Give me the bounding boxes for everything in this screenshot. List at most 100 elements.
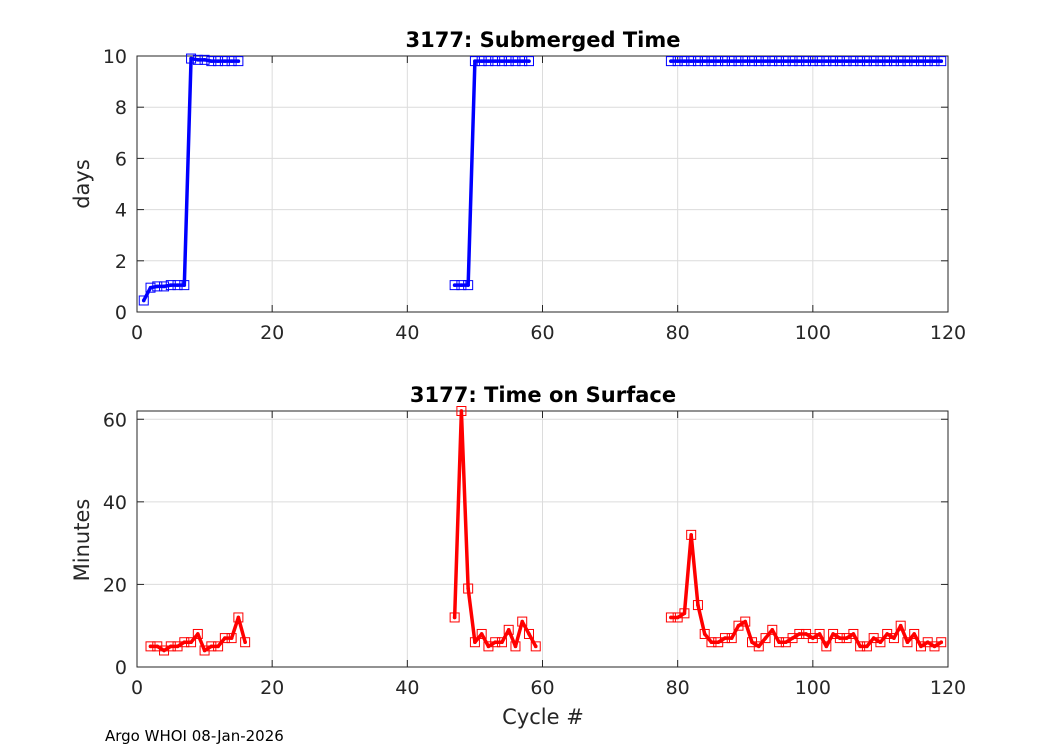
surface-time-point-dot-58 <box>858 644 862 649</box>
submerged-time-title: 3177: Submerged Time <box>405 28 680 52</box>
surface-time-point-46 <box>774 637 785 648</box>
submerged-time-point-41 <box>747 56 758 67</box>
submerged-time-point-34 <box>699 56 710 67</box>
submerged-time-point-dot-33 <box>696 59 700 63</box>
submerged-time-point-12 <box>219 56 230 67</box>
submerged-time-point-dot-45 <box>777 59 781 63</box>
submerged-time-point-dot-41 <box>750 59 754 63</box>
submerged-time-panel: 3177: Submerged Time days 0 20 40 60 80 100 12… <box>70 28 966 344</box>
surface-time-point-28 <box>530 641 541 652</box>
submerged-time-point-dot-8 <box>196 58 200 62</box>
surface-time-point-dot-10 <box>216 644 220 649</box>
surface-time-point-55 <box>834 633 845 644</box>
submerged-time-point-dot-69 <box>939 59 944 63</box>
surface-time-point-dot-31 <box>675 615 680 620</box>
submerged-time-point-8 <box>192 54 203 65</box>
submerged-time-xtick-label-0: 0 <box>131 322 143 344</box>
submerged-time-point-40 <box>740 56 751 67</box>
surface-time-point-dot-24 <box>506 628 511 632</box>
submerged-time-point-1 <box>145 282 156 293</box>
submerged-time-point-42 <box>753 56 764 67</box>
surface-time-point-dot-33 <box>689 533 693 537</box>
surface-time-point-17 <box>456 406 467 416</box>
submerged-time-point-47 <box>787 56 798 67</box>
surface-time-point-58 <box>855 641 866 652</box>
submerged-time-point-dot-4 <box>168 283 173 287</box>
submerged-time-point-dot-20 <box>479 59 484 63</box>
surface-time-point-dot-66 <box>912 632 917 636</box>
submerged-time-point-dot-9 <box>202 58 207 62</box>
submerged-time-point-dot-7 <box>189 56 193 61</box>
submerged-time-point-dot-44 <box>770 59 775 63</box>
submerged-time-point-0 <box>138 295 149 306</box>
submerged-time-point-6 <box>179 280 190 291</box>
submerged-time-point-dot-0 <box>141 298 146 303</box>
surface-time-point-24 <box>503 624 514 635</box>
submerged-time-point-dot-46 <box>784 59 788 63</box>
submerged-time-point-29 <box>665 56 676 67</box>
surface-time-point-dot-59 <box>865 644 869 649</box>
submerged-time-point-61 <box>882 56 893 67</box>
submerged-time-point-dot-29 <box>669 59 673 63</box>
submerged-time-point-44 <box>767 56 778 67</box>
submerged-time-ytick-label-3: 6 <box>115 148 127 170</box>
surface-time-point-dot-50 <box>804 632 808 636</box>
submerged-time-point-18 <box>463 280 474 291</box>
submerged-time-point-64 <box>902 56 913 67</box>
surface-time-point-5 <box>179 637 190 648</box>
submerged-time-point-69 <box>936 56 947 67</box>
surface-time-panel: 3177: Time on Surface Minutes Cycle # 0 2… <box>70 383 966 729</box>
submerged-time-point-dot-55 <box>844 59 849 63</box>
submerged-time-point-dot-26 <box>520 59 525 63</box>
surface-time-point-3 <box>165 641 176 652</box>
submerged-time-point-48 <box>794 56 805 67</box>
submerged-time-point-33 <box>692 56 703 67</box>
submerged-time-point-dot-23 <box>500 59 504 63</box>
surface-time-xtick-label-6: 120 <box>930 677 966 699</box>
surface-time-point-dot-9 <box>209 644 214 649</box>
submerged-time-ytick-label-4: 8 <box>115 97 127 119</box>
surface-time-point-22 <box>490 637 501 648</box>
surface-time-point-49 <box>794 628 805 639</box>
submerged-time-point-dot-2 <box>155 284 160 289</box>
submerged-time-point-2 <box>152 281 163 292</box>
surface-time-point-57 <box>848 628 859 639</box>
submerged-time-point-dot-60 <box>878 59 883 63</box>
submerged-time-point-19 <box>469 56 480 67</box>
surface-time-point-12 <box>226 633 237 644</box>
submerged-time-point-68 <box>929 56 940 67</box>
submerged-time-point-43 <box>760 56 771 67</box>
surface-time-ytick-label-2: 40 <box>103 492 127 514</box>
submerged-time-point-dot-47 <box>790 59 795 63</box>
surface-time-point-52 <box>814 628 825 639</box>
surface-time-point-dot-14 <box>243 640 247 645</box>
surface-time-point-13 <box>233 612 244 623</box>
surface-time-point-dot-68 <box>925 640 930 645</box>
surface-time-point-20 <box>476 628 487 639</box>
submerged-time-point-54 <box>834 56 845 67</box>
submerged-time-point-38 <box>726 56 737 67</box>
submerged-time-point-dot-16 <box>452 283 457 287</box>
surface-time-point-63 <box>888 633 899 644</box>
surface-time-point-34 <box>692 600 703 611</box>
surface-time-point-dot-17 <box>459 409 464 413</box>
submerged-time-point-36 <box>713 56 724 67</box>
submerged-time-point-49 <box>801 56 812 67</box>
surface-time-point-dot-3 <box>168 644 173 649</box>
submerged-time-point-dot-68 <box>932 59 937 63</box>
submerged-time-point-14 <box>233 56 244 67</box>
submerged-time-point-32 <box>686 56 697 67</box>
submerged-time-point-dot-66 <box>919 59 923 63</box>
submerged-time-point-dot-19 <box>473 59 477 63</box>
submerged-time-point-9 <box>199 54 210 65</box>
surface-time-point-dot-32 <box>682 611 687 616</box>
surface-time-point-dot-22 <box>493 640 497 645</box>
surface-time-point-dot-26 <box>520 619 525 624</box>
surface-time-point-53 <box>821 641 832 652</box>
surface-time-title: 3177: Time on Surface <box>410 383 676 407</box>
submerged-time-xtick-label-3: 60 <box>530 322 554 344</box>
submerged-time-point-dot-31 <box>682 59 687 63</box>
submerged-time-point-dot-48 <box>797 59 802 63</box>
surface-time-point-dot-25 <box>513 644 518 649</box>
submerged-time-point-dot-54 <box>838 59 842 63</box>
